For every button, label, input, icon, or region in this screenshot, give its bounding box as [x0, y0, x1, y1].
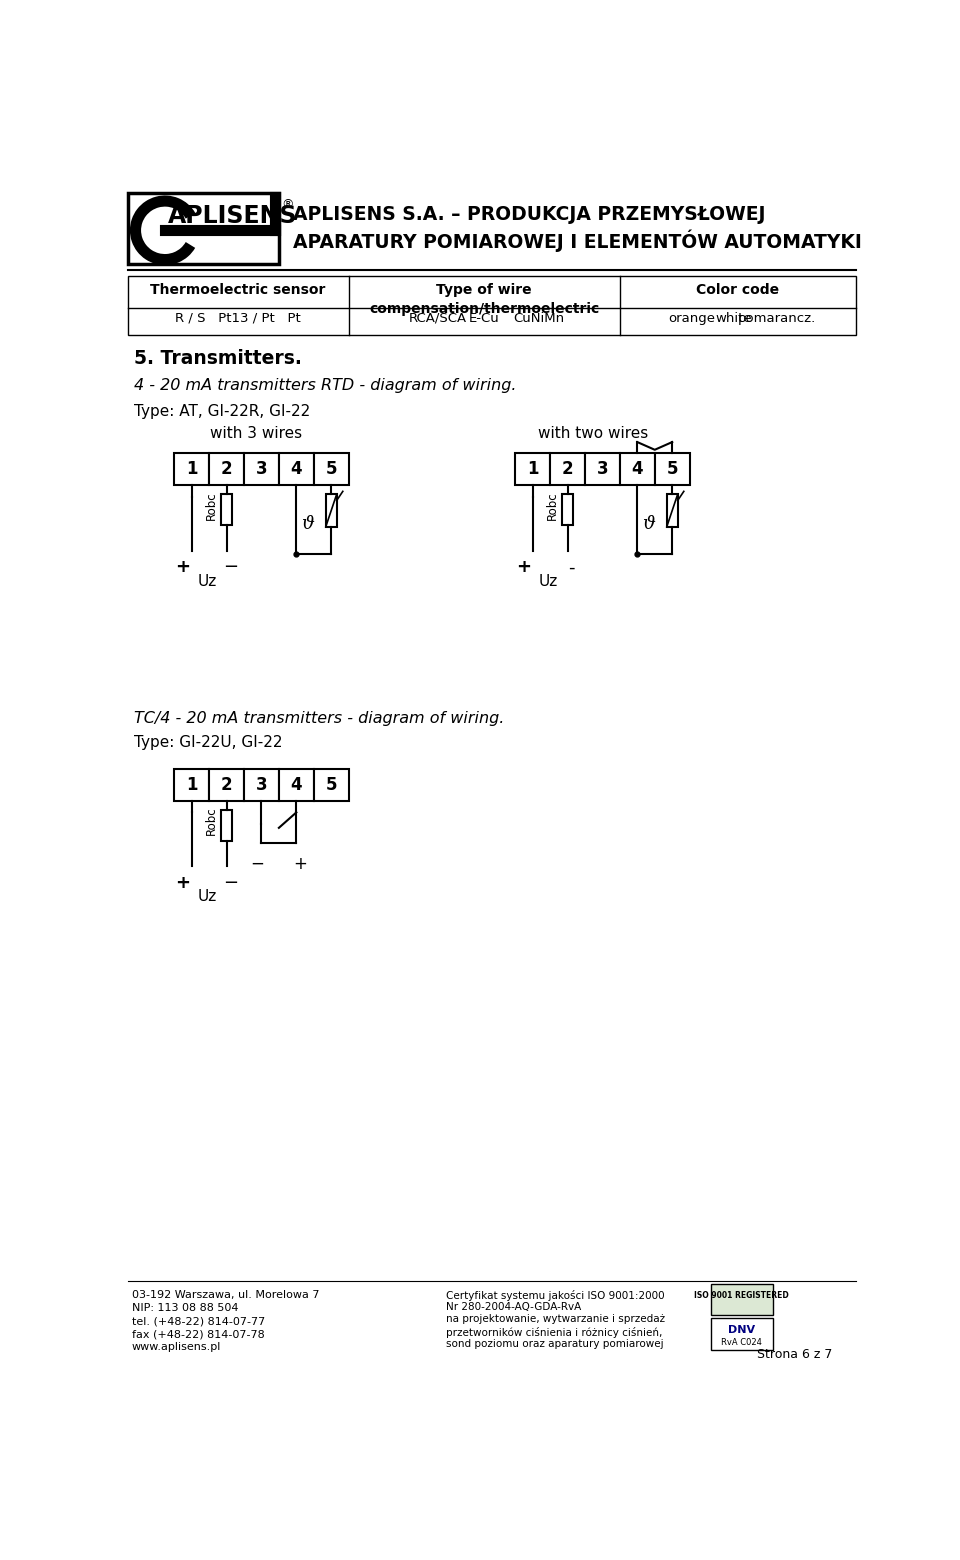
Text: 4: 4: [291, 775, 302, 794]
Text: 4: 4: [291, 460, 302, 477]
Text: 1: 1: [527, 460, 539, 477]
Text: −: −: [223, 558, 238, 576]
Bar: [209, 452, 244, 485]
Text: 3: 3: [255, 775, 267, 794]
Text: -: -: [568, 558, 575, 576]
Bar: [325, 495, 337, 527]
Text: APLISENS S.A. – PRODUKCJA PRZEMYSŁOWEJ: APLISENS S.A. – PRODUKCJA PRZEMYSŁOWEJ: [293, 206, 765, 225]
Text: Uz: Uz: [539, 574, 558, 588]
Text: www.aplisens.pl: www.aplisens.pl: [132, 1342, 221, 1353]
Bar: [209, 769, 244, 800]
Bar: [655, 452, 689, 485]
Text: Type: GI-22U, GI-22: Type: GI-22U, GI-22: [134, 735, 282, 750]
Text: APARATURY POMIAROWEJ I ELEMENTÓW AUTOMATYKI: APARATURY POMIAROWEJ I ELEMENTÓW AUTOMAT…: [293, 229, 862, 253]
Bar: [516, 452, 550, 485]
Text: ®: ®: [281, 198, 294, 212]
Text: white: white: [716, 312, 753, 324]
Text: tel. (+48-22) 814-07-77: tel. (+48-22) 814-07-77: [132, 1317, 265, 1326]
Bar: [175, 452, 209, 485]
Text: with 3 wires: with 3 wires: [209, 426, 301, 441]
Text: 3: 3: [596, 460, 609, 477]
Text: Robc: Robc: [545, 491, 559, 519]
Text: NIP: 113 08 88 504: NIP: 113 08 88 504: [132, 1303, 238, 1314]
Text: TC/4 - 20 mA transmitters - diagram of wiring.: TC/4 - 20 mA transmitters - diagram of w…: [134, 711, 504, 725]
Text: Robc: Robc: [204, 807, 218, 835]
Bar: [550, 452, 585, 485]
Text: RvA C024: RvA C024: [721, 1337, 762, 1346]
Bar: [314, 452, 348, 485]
Text: CuNiMn: CuNiMn: [513, 312, 564, 324]
Text: 5: 5: [325, 460, 337, 477]
Text: +: +: [175, 558, 190, 576]
Text: +: +: [516, 558, 531, 576]
Text: Thermoelectric sensor: Thermoelectric sensor: [151, 284, 325, 298]
Text: 5: 5: [325, 775, 337, 794]
Text: +: +: [293, 855, 307, 872]
Text: 1: 1: [186, 775, 198, 794]
Text: 1: 1: [186, 460, 198, 477]
Text: Certyfikat systemu jakości ISO 9001:2000: Certyfikat systemu jakości ISO 9001:2000: [445, 1290, 664, 1301]
Bar: [314, 769, 348, 800]
Text: sond poziomu oraz aparatury pomiarowej: sond poziomu oraz aparatury pomiarowej: [445, 1338, 663, 1349]
Text: Robc: Robc: [204, 491, 218, 519]
Text: −: −: [251, 855, 265, 872]
Text: 4 - 20 mA transmitters RTD - diagram of wiring.: 4 - 20 mA transmitters RTD - diagram of …: [134, 378, 516, 393]
Text: fax (+48-22) 814-07-78: fax (+48-22) 814-07-78: [132, 1329, 264, 1338]
Text: przetworników ciśnienia i różnicy ciśnień,: przetworników ciśnienia i różnicy ciśnie…: [445, 1328, 661, 1338]
Bar: [278, 452, 314, 485]
Text: 3: 3: [255, 460, 267, 477]
Text: E-Cu: E-Cu: [468, 312, 499, 324]
Bar: [563, 495, 573, 526]
Text: Uz: Uz: [198, 889, 217, 905]
Bar: [175, 769, 209, 800]
Text: 03-192 Warszawa, ul. Morelowa 7: 03-192 Warszawa, ul. Morelowa 7: [132, 1290, 319, 1299]
Text: 2: 2: [221, 460, 232, 477]
Bar: [244, 452, 278, 485]
Bar: [667, 495, 678, 527]
Text: −: −: [223, 874, 238, 892]
Text: ϑ: ϑ: [301, 515, 314, 532]
Text: Strona 6 z 7: Strona 6 z 7: [756, 1348, 832, 1362]
Text: with two wires: with two wires: [538, 426, 648, 441]
Bar: [585, 452, 620, 485]
Text: 5: 5: [666, 460, 678, 477]
Text: APLISENS: APLISENS: [168, 204, 298, 228]
Text: 2: 2: [562, 460, 573, 477]
Bar: [244, 769, 278, 800]
Text: 2: 2: [221, 775, 232, 794]
Bar: [128, 276, 856, 335]
Text: Nr 280-2004-AQ-GDA-RvA: Nr 280-2004-AQ-GDA-RvA: [445, 1303, 581, 1312]
Text: Color code: Color code: [697, 284, 780, 298]
Bar: [710, 1318, 773, 1349]
Text: DNV: DNV: [728, 1326, 756, 1335]
Text: Type of wire
compensation/thermoelectric: Type of wire compensation/thermoelectric: [370, 284, 599, 315]
Text: na projektowanie, wytwarzanie i sprzedaż: na projektowanie, wytwarzanie i sprzedaż: [445, 1315, 664, 1324]
Text: ϑ: ϑ: [642, 515, 655, 532]
Text: +: +: [175, 874, 190, 892]
Text: Type: AT, GI-22R, GI-22: Type: AT, GI-22R, GI-22: [134, 404, 310, 420]
Bar: [278, 769, 314, 800]
Text: Uz: Uz: [198, 574, 217, 588]
Text: 4: 4: [632, 460, 643, 477]
Text: orange: orange: [668, 312, 715, 324]
Bar: [128, 193, 278, 264]
Text: 5. Transmitters.: 5. Transmitters.: [134, 349, 301, 368]
Bar: [221, 810, 232, 841]
Text: pomarancz.: pomarancz.: [737, 312, 816, 324]
Text: R / S   Pt13 / Pt   Pt: R / S Pt13 / Pt Pt: [176, 312, 301, 324]
Text: ISO 9001 REGISTERED: ISO 9001 REGISTERED: [694, 1290, 789, 1299]
Bar: [221, 495, 232, 526]
Text: RCA/SCA: RCA/SCA: [409, 312, 467, 324]
Bar: [620, 452, 655, 485]
Bar: [710, 1284, 773, 1315]
